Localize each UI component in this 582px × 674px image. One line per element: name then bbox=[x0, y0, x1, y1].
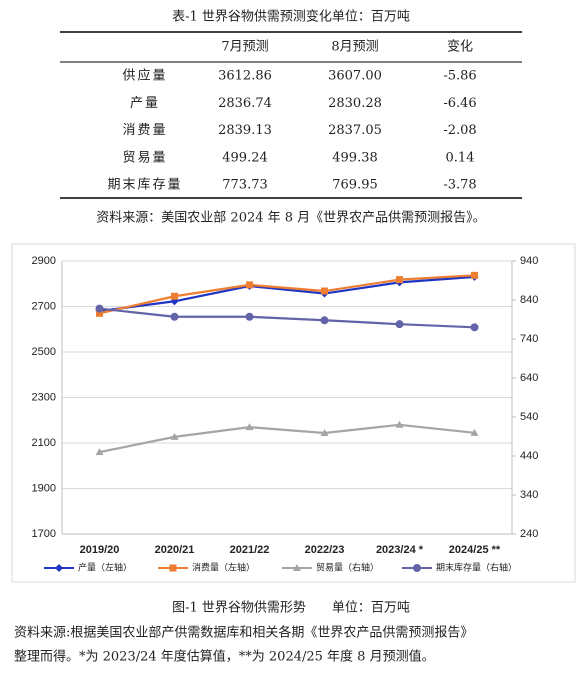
table-cell: -2.08 bbox=[443, 123, 476, 138]
table-source: 资料来源：美国农业部 2024 年 8 月《世界农产品供需预测报告》。 bbox=[96, 211, 485, 226]
y-tick-label: 2900 bbox=[32, 255, 56, 267]
data-point bbox=[321, 287, 328, 295]
table-cell: 2830.28 bbox=[328, 96, 382, 111]
data-point bbox=[170, 312, 179, 321]
y2-tick-label: 540 bbox=[520, 411, 538, 423]
data-point bbox=[395, 320, 404, 329]
series-line bbox=[99, 423, 475, 454]
table-header: 7月预测 bbox=[221, 40, 268, 55]
y-tick-label: 2300 bbox=[32, 391, 56, 403]
table-cell: 期末库存量 bbox=[107, 177, 182, 193]
table-cell: 773.73 bbox=[222, 178, 268, 193]
data-point bbox=[470, 323, 479, 332]
data-point bbox=[470, 428, 479, 436]
table-cell: 3607.00 bbox=[328, 69, 382, 84]
table-header: 变化 bbox=[447, 39, 473, 55]
series-line bbox=[99, 274, 475, 315]
legend-marker bbox=[413, 564, 421, 572]
data-point bbox=[320, 316, 329, 325]
data-point bbox=[395, 420, 404, 428]
y2-tick-label: 440 bbox=[520, 450, 538, 462]
y2-tick-label: 240 bbox=[520, 528, 538, 540]
y2-tick-label: 340 bbox=[520, 489, 538, 501]
y2-tick-label: 640 bbox=[520, 372, 538, 384]
y-tick-label: 1900 bbox=[32, 482, 56, 494]
x-tick-label: 2020/21 bbox=[155, 544, 195, 556]
chart-caption: 图-1 世界谷物供需形势 单位：百万吨 bbox=[172, 600, 410, 616]
data-point bbox=[170, 432, 179, 440]
y2-tick-label: 940 bbox=[520, 255, 538, 267]
legend-marker bbox=[169, 564, 177, 572]
table-cell: 499.38 bbox=[332, 150, 378, 165]
table-title: 表-1 世界谷物供需预测变化单位：百万吨 bbox=[172, 9, 410, 25]
table-cell: 2839.13 bbox=[218, 123, 272, 138]
series-line bbox=[99, 275, 475, 313]
x-tick-label: 2023/24 * bbox=[376, 544, 424, 556]
table-cell: 2837.05 bbox=[328, 123, 382, 138]
table-cell: 消费量 bbox=[122, 123, 167, 138]
chart-frame bbox=[11, 243, 576, 583]
y-tick-label: 2100 bbox=[32, 437, 56, 449]
data-point bbox=[471, 271, 478, 279]
data-point bbox=[245, 423, 254, 431]
y-tick-label: 2700 bbox=[32, 300, 56, 312]
y-tick-label: 1700 bbox=[32, 528, 56, 540]
data-point bbox=[320, 428, 329, 436]
legend-label: 期末库存量（右轴） bbox=[436, 561, 517, 572]
legend-label: 产量（左轴） bbox=[78, 561, 132, 572]
table-cell: 贸易量 bbox=[122, 150, 167, 165]
table-cell: -5.86 bbox=[443, 69, 476, 84]
data-point bbox=[171, 292, 178, 300]
y2-tick-label: 840 bbox=[520, 294, 538, 306]
table-cell: -6.46 bbox=[443, 96, 476, 111]
legend-marker bbox=[293, 564, 301, 571]
x-tick-label: 2021/22 bbox=[230, 544, 270, 556]
x-tick-label: 2022/23 bbox=[305, 544, 345, 556]
x-tick-label: 2024/25 ** bbox=[449, 544, 501, 556]
source-line: 资料来源:根据美国农业部产供需数据库和相关各期《世界农产品供需预测报告》 bbox=[14, 625, 473, 641]
table-cell: 2836.74 bbox=[218, 96, 272, 111]
data-point bbox=[245, 312, 254, 321]
table-cell: 产量 bbox=[130, 96, 160, 111]
data-point bbox=[95, 448, 104, 456]
table-cell: 供应量 bbox=[122, 68, 167, 84]
data-point bbox=[96, 309, 103, 317]
source-line: 整理而得。*为 2023/24 年度估算值，**为 2024/25 年度 8 月… bbox=[14, 649, 435, 665]
y-tick-label: 2500 bbox=[32, 346, 56, 358]
table-cell: -3.78 bbox=[443, 178, 476, 193]
legend-label: 消费量（左轴） bbox=[192, 561, 255, 572]
legend-label: 贸易量（右轴） bbox=[316, 561, 379, 572]
table-cell: 3612.86 bbox=[218, 69, 272, 84]
table-header: 8月预测 bbox=[331, 40, 378, 55]
series-line bbox=[99, 307, 475, 329]
x-tick-label: 2019/20 bbox=[80, 544, 120, 556]
legend-marker bbox=[55, 564, 63, 572]
data-point bbox=[95, 304, 104, 313]
data-point bbox=[396, 276, 403, 284]
y2-tick-label: 740 bbox=[520, 333, 538, 345]
table-cell: 769.95 bbox=[332, 178, 378, 193]
table-cell: 0.14 bbox=[446, 150, 475, 165]
data-point bbox=[246, 281, 253, 289]
table-cell: 499.24 bbox=[222, 150, 268, 165]
